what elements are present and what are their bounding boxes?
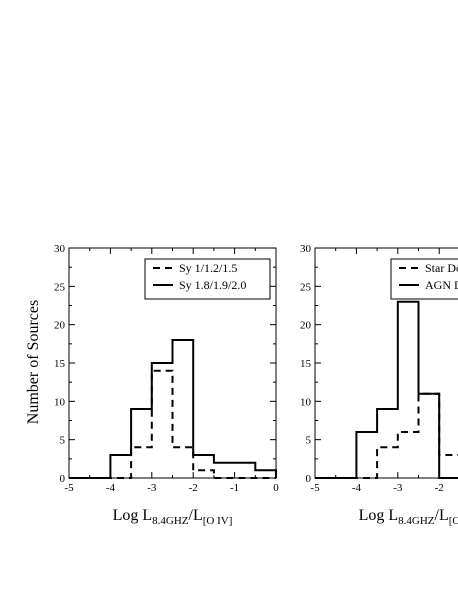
right-histogram-panel: -5-4-3-2-10051015202530Star DomAGN DomLo… [300, 243, 458, 527]
y-tick-label: 25 [300, 281, 312, 293]
histogram-series-solid [315, 300, 458, 479]
histogram-series-solid [69, 339, 277, 479]
y-tick-label: 15 [54, 358, 66, 370]
x-tick-label: -3 [147, 482, 157, 494]
y-tick-label: 30 [300, 243, 312, 255]
x-tick-label: -5 [64, 482, 74, 494]
y-tick-label: 20 [300, 320, 312, 332]
x-tick-label: -5 [310, 482, 320, 494]
x-tick-label: -1 [230, 482, 239, 494]
histogram-series-dashed [315, 392, 458, 479]
legend-box [390, 258, 458, 300]
y-tick-label: 10 [300, 396, 312, 408]
legend-label: AGN Dom [425, 278, 458, 292]
x-tick-label: -4 [352, 482, 362, 494]
legend-label: Star Dom [425, 261, 458, 275]
legend-box [144, 258, 271, 300]
legend-label: Sy 1/1.2/1.5 [179, 261, 237, 275]
left-histogram-panel: -5 -4 -3 -2 -1 0 0 5 10 15 20 25 30 Sy 1/1.2/1.5 Sy 1.… [54, 243, 279, 527]
y-tick-label: 25 [54, 281, 66, 293]
x-axis-label: Log L8.4GHZ/L[O IV] [113, 507, 233, 527]
x-tick-label: 0 [273, 482, 279, 494]
y-tick-label: 5 [306, 435, 312, 447]
legend-label: Sy 1.8/1.9/2.0 [179, 278, 246, 292]
x-tick-label: -3 [393, 482, 403, 494]
y-tick-label: 20 [54, 320, 66, 332]
y-tick-label: 0 [60, 473, 66, 485]
x-tick-label: -2 [435, 482, 444, 494]
x-axis-label: Log L8.4GHZ/L[O IV] [359, 507, 458, 527]
x-tick-label: -2 [189, 482, 198, 494]
histogram-series-dashed [69, 369, 276, 479]
y-axis-label: Number of Sources [25, 300, 42, 424]
y-tick-label: 10 [54, 396, 66, 408]
y-tick-label: 5 [60, 435, 66, 447]
y-tick-label: 0 [306, 473, 312, 485]
y-tick-label: 15 [300, 358, 312, 370]
y-tick-label: 30 [54, 243, 66, 255]
x-tick-label: -4 [106, 482, 116, 494]
